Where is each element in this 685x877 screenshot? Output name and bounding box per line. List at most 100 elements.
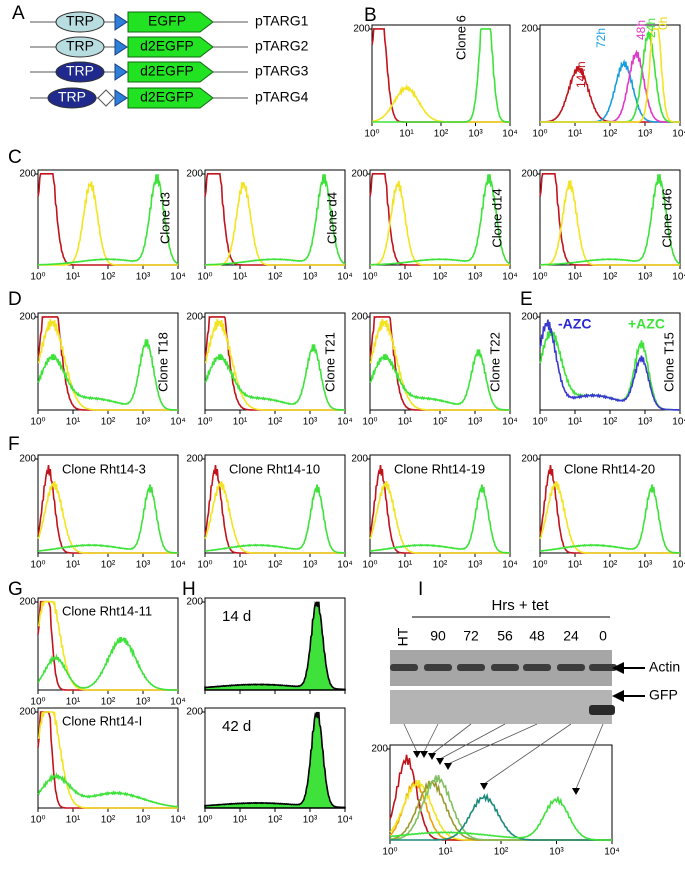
x-tick-label: 10³: [303, 417, 318, 428]
label: 14 d: [222, 608, 251, 625]
label: 42 d: [222, 718, 251, 735]
y-tick-label: 200: [186, 597, 203, 608]
y-tick-label: 200: [186, 312, 203, 323]
band: [424, 664, 452, 671]
x-tick-label: 10¹: [398, 560, 413, 571]
label: TRP: [66, 38, 94, 54]
label: Clone T22: [487, 332, 502, 392]
gene: [127, 61, 214, 83]
label: TRP: [58, 89, 86, 105]
histogram-curve: [37, 339, 178, 411]
x-tick-label: 10⁰: [532, 272, 547, 283]
x-tick-label: 10⁴: [502, 129, 517, 140]
label: Clone Rht14-20: [564, 461, 655, 476]
label: +AZC: [628, 316, 665, 332]
x-tick-label: 10²: [433, 560, 448, 571]
band: [589, 664, 617, 671]
x-tick-label: 10¹: [66, 815, 81, 826]
histogram-curve: [539, 319, 680, 411]
x-tick-label: 10⁴: [170, 560, 185, 571]
arrowhead: [436, 758, 444, 765]
histogram-curve: [539, 480, 680, 554]
x-tick-label: 10¹: [568, 417, 583, 428]
gene: [127, 87, 214, 109]
time-label: 48h: [634, 20, 648, 40]
x-tick-label: 10⁰: [532, 417, 547, 428]
x-tick-label: 10⁰: [197, 417, 212, 428]
y-tick-label: 200: [19, 597, 36, 608]
x-tick-label: 10⁰: [532, 129, 547, 140]
band: [523, 664, 551, 671]
connector: [483, 723, 572, 785]
histogram-curve: [37, 636, 178, 691]
x-tick-label: 10³: [303, 815, 318, 826]
band: [491, 664, 519, 671]
time-label: 0h: [656, 17, 670, 30]
panel-letter: C: [8, 147, 22, 168]
arrowhead: [480, 783, 488, 790]
label: Clone d3: [157, 192, 172, 244]
y-tick-label: 200: [521, 169, 538, 180]
x-tick-label: 10⁴: [604, 847, 619, 858]
spacer: [97, 89, 115, 107]
lane-label: 56: [497, 628, 513, 644]
x-tick-label: 10¹: [233, 272, 248, 283]
band: [457, 664, 485, 671]
histogram-curve: [38, 181, 178, 266]
histogram-curve: [37, 711, 178, 809]
y-tick-label: 200: [351, 169, 368, 180]
x-tick-label: 10³: [468, 560, 483, 571]
x-tick-label: 10⁴: [170, 272, 185, 283]
x-tick-label: 10⁰: [382, 847, 397, 858]
y-tick-label: 200: [521, 454, 538, 465]
x-tick-label: 10¹: [398, 272, 413, 283]
label: TRP: [66, 63, 94, 79]
x-tick-label: 10³: [638, 417, 653, 428]
x-tick-label: 10¹: [438, 847, 453, 858]
histogram-curve: [204, 711, 346, 809]
x-tick-label: 10²: [101, 417, 116, 428]
label: Clone 6: [453, 15, 468, 60]
label: Clone Rht14-I: [62, 713, 142, 728]
x-tick-label: 10¹: [399, 129, 414, 140]
label: Clone Rht14-11: [62, 603, 152, 618]
arrowhead: [612, 662, 624, 674]
panel-letter: G: [8, 579, 23, 600]
x-tick-label: 10¹: [568, 272, 583, 283]
x-tick-label: 10⁰: [362, 272, 377, 283]
label: Actin: [649, 659, 680, 675]
x-tick-label: 10³: [638, 272, 653, 283]
connector: [439, 723, 506, 760]
label: Clone Rht14-10: [229, 461, 320, 476]
lane-label: 48: [529, 628, 545, 644]
lane-label: HT: [395, 627, 411, 646]
x-tick-label: 10⁴: [170, 697, 185, 708]
histogram-curve: [389, 795, 612, 841]
construct-name: pTARG4: [255, 89, 309, 105]
x-tick-label: 10¹: [66, 272, 81, 283]
x-tick-label: 10³: [638, 560, 653, 571]
panel-letter: E: [520, 289, 533, 310]
label: d2EGFP: [140, 89, 194, 105]
label: Clone T15: [661, 332, 676, 392]
x-tick-label: 10¹: [66, 560, 81, 571]
histogram-curve: [37, 318, 178, 411]
label: Clone Rht14-19: [394, 461, 485, 476]
lane-label: 72: [463, 628, 479, 644]
histogram-curve: [390, 792, 612, 841]
panel-letter: A: [12, 3, 25, 24]
histogram-curve: [205, 174, 346, 266]
x-tick-label: 10²: [603, 560, 618, 571]
x-tick-label: 10⁰: [30, 417, 45, 428]
x-tick-label: 10⁰: [362, 560, 377, 571]
x-tick-label: 10⁴: [337, 272, 352, 283]
connector: [403, 723, 418, 753]
histogram-curve: [205, 182, 345, 266]
x-tick-label: 10²: [433, 417, 448, 428]
histogram-curve: [37, 484, 178, 554]
x-tick-label: 10⁴: [672, 417, 685, 428]
x-tick-label: 10⁴: [170, 815, 185, 826]
x-tick-label: 10²: [268, 815, 283, 826]
x-tick-label: 10²: [603, 417, 618, 428]
promoter: [55, 61, 105, 83]
